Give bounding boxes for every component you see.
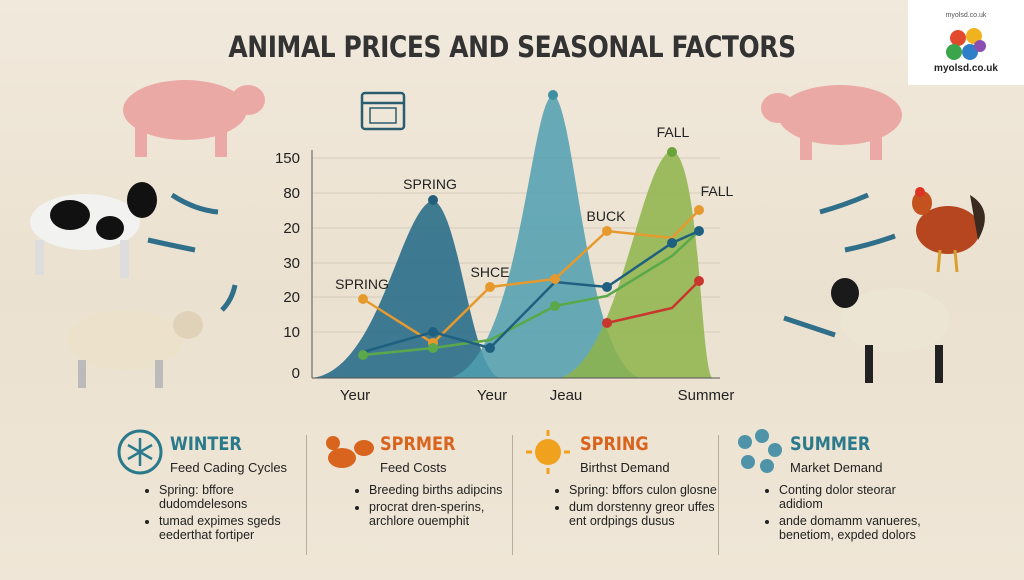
dots xyxy=(358,90,704,360)
bullet: Spring: bffors culon glosne xyxy=(569,483,719,497)
annotation: SHCE xyxy=(471,264,510,280)
y-label: 10 xyxy=(283,324,300,341)
x-label: Yeur xyxy=(340,387,370,404)
snowflake-icon xyxy=(117,429,163,475)
annotation: FALL xyxy=(657,124,690,140)
pig xyxy=(123,80,265,157)
logo-mark xyxy=(946,28,986,60)
panel-heading: SPRING xyxy=(580,433,649,455)
sun-icon xyxy=(526,430,570,474)
y-label: 150 xyxy=(275,150,300,167)
bullet: ande domamm vanueres, benetiom, expded d… xyxy=(779,514,929,542)
panel-heading: WINTER xyxy=(170,433,242,455)
peak xyxy=(312,200,500,378)
panel: SPRING Birthst Demand Spring: bffors culon… xyxy=(525,428,717,563)
panel-subtitle: Feed Costs xyxy=(380,460,447,475)
annotation: SPRING xyxy=(403,176,457,192)
pig xyxy=(761,85,902,160)
bullet-list: Spring: bffore dudomdelesons tumad expime… xyxy=(145,480,309,542)
line xyxy=(606,280,700,325)
bullet: procrat dren-sperins, archlore ouemphit xyxy=(369,500,519,528)
panel-subtitle: Birthst Demand xyxy=(580,460,670,475)
y-label: 0 xyxy=(292,365,300,382)
calendar-icon xyxy=(360,91,406,131)
panel-heading: SUMMER xyxy=(790,433,871,455)
y-label: 80 xyxy=(283,185,300,202)
bullet: Breeding births adipcins xyxy=(369,483,519,497)
separator xyxy=(718,435,719,555)
peak xyxy=(450,95,640,378)
x-label: Jeau xyxy=(550,387,583,404)
y-label: 30 xyxy=(283,255,300,272)
bullet-list: Breeding births adipcins procrat dren-spe… xyxy=(355,480,519,528)
logo-text: myolsd.co.uk xyxy=(945,12,987,19)
bullet-list: Spring: bffors culon glosne dum dorstenny… xyxy=(555,480,719,528)
chicken xyxy=(912,187,985,273)
chicken-icon xyxy=(326,436,374,468)
bullet: dum dorstenny greor uffes ent ordpings d… xyxy=(569,500,719,528)
x-label: Summer xyxy=(678,387,735,404)
peak xyxy=(560,150,712,378)
logo: myolsd.co.uk myolsd.co.uk xyxy=(908,0,1024,85)
separator xyxy=(306,435,307,555)
x-label: Yeur xyxy=(477,387,507,404)
bullet-list: Conting dolor steorar adidiom ande domamm… xyxy=(765,480,929,542)
separator xyxy=(512,435,513,555)
sheep xyxy=(831,278,950,383)
y-label: 20 xyxy=(283,289,300,306)
bullet: Conting dolor steorar adidiom xyxy=(779,483,929,511)
y-label: 20 xyxy=(283,220,300,237)
panel-heading: SPRMER xyxy=(380,433,456,455)
sheep xyxy=(67,310,203,388)
bullet: tumad expimes sgeds eederthat fortiper xyxy=(159,514,309,542)
arrows xyxy=(147,192,896,338)
annotation: BUCK xyxy=(587,208,627,224)
annotation: SPRING xyxy=(335,276,389,292)
title: ANIMAL PRICES AND SEASONAL FACTORS xyxy=(228,30,796,64)
panel-subtitle: Feed Cading Cycles xyxy=(170,460,288,475)
cow xyxy=(30,182,157,278)
recycle-icon xyxy=(738,429,782,473)
panel-subtitle: Market Demand xyxy=(790,460,883,475)
bullet: Spring: bffore dudomdelesons xyxy=(159,483,309,511)
logo-text: myolsd.co.uk xyxy=(934,63,998,74)
annotation: FALL xyxy=(701,183,734,199)
